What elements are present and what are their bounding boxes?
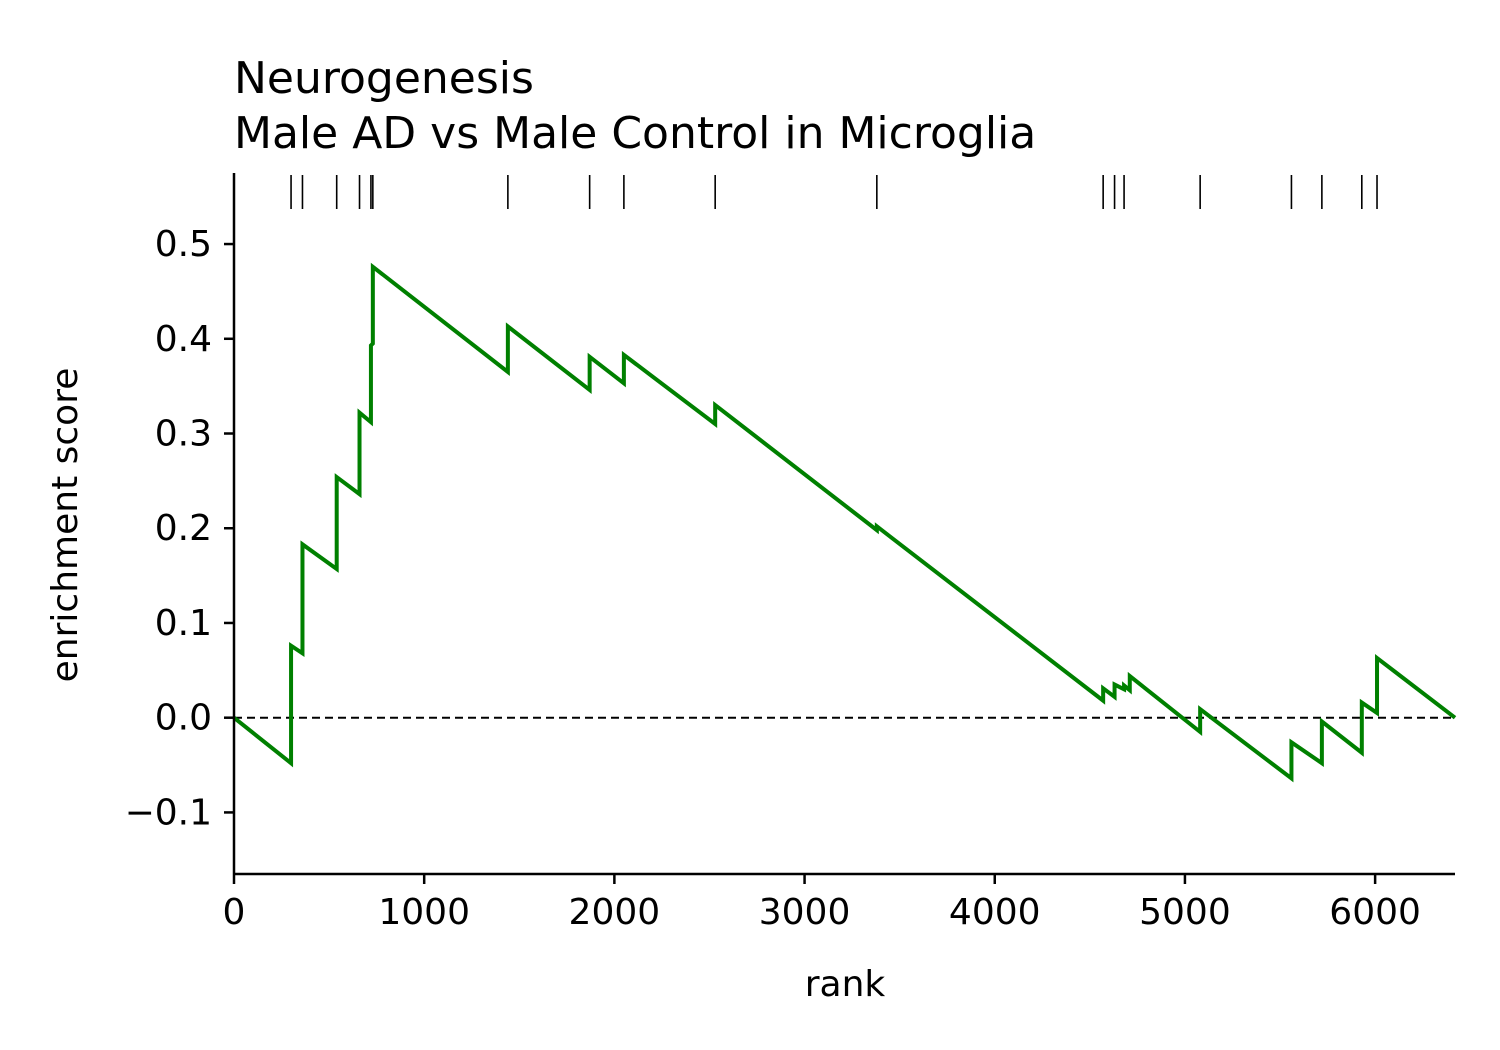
chart-title-line1: Neurogenesis [234,53,534,104]
y-tick-label: −0.1 [125,792,212,833]
y-axis-label: enrichment score [45,368,86,683]
gene-hit-ticks [290,175,1378,209]
chart-title-line2: Male AD vs Male Control in Microglia [234,108,1036,159]
x-tick-label: 1000 [378,892,470,933]
enrichment-score-line [232,262,1457,783]
x-tick-label: 5000 [1139,892,1231,933]
y-tick-label: 0.2 [155,508,212,549]
x-axis-label: rank [805,964,886,1005]
x-tick-label: 6000 [1329,892,1421,933]
x-tick-label: 3000 [759,892,851,933]
x-tick-label: 4000 [949,892,1041,933]
y-tick-label: 0.4 [155,319,212,360]
x-axis-ticks: 0 1000 2000 3000 4000 5000 6000 [223,874,1421,933]
y-tick-label: 0.3 [155,414,212,455]
y-tick-label: 0.1 [155,603,212,644]
y-tick-label: 0.0 [155,698,212,739]
y-tick-label: 0.5 [155,224,212,265]
y-axis-ticks: −0.1 0.0 0.1 0.2 0.3 0.4 0.5 [125,224,234,833]
x-tick-label: 0 [223,892,246,933]
x-tick-label: 2000 [569,892,661,933]
